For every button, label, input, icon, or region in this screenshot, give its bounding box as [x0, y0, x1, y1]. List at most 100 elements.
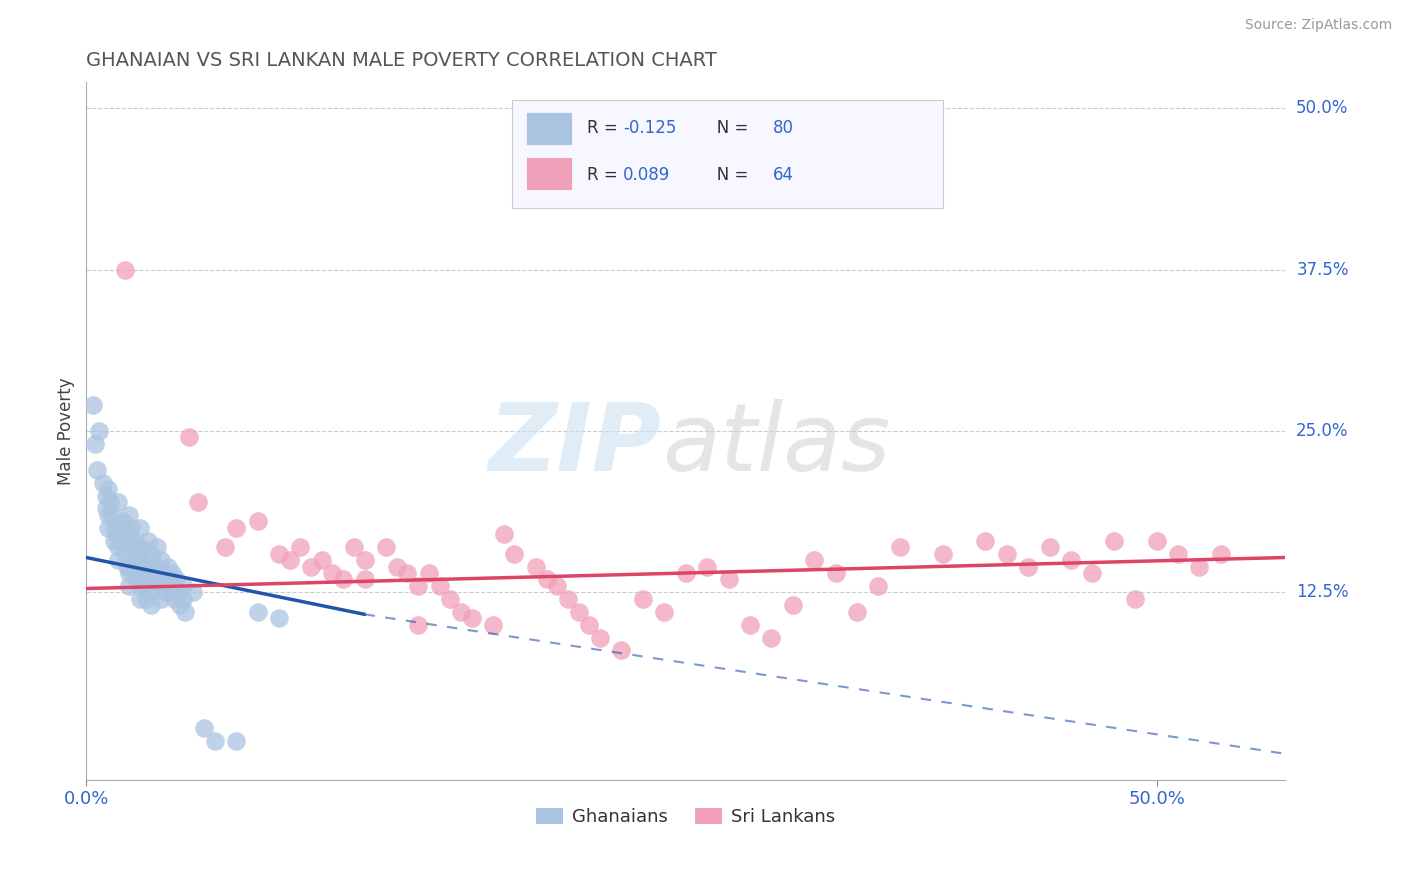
Point — [114, 527, 136, 541]
Text: 37.5%: 37.5% — [1296, 260, 1348, 278]
FancyBboxPatch shape — [526, 157, 572, 190]
Point — [568, 605, 591, 619]
Point — [406, 579, 429, 593]
Point — [139, 585, 162, 599]
Point — [120, 521, 142, 535]
Point — [1060, 553, 1083, 567]
Point — [103, 533, 125, 548]
Point — [246, 605, 269, 619]
Point — [124, 547, 146, 561]
Point — [278, 553, 301, 567]
Point — [225, 734, 247, 748]
Point — [148, 573, 170, 587]
Point — [159, 585, 181, 599]
Point — [1039, 540, 1062, 554]
Point — [127, 540, 149, 554]
Point — [103, 521, 125, 535]
Point — [139, 559, 162, 574]
Point — [110, 533, 132, 548]
Point — [114, 262, 136, 277]
Point — [717, 573, 740, 587]
Point — [107, 521, 129, 535]
Point — [332, 573, 354, 587]
Point — [931, 547, 953, 561]
Point — [343, 540, 366, 554]
Text: 50.0%: 50.0% — [1296, 99, 1348, 117]
Point — [118, 508, 141, 522]
Y-axis label: Male Poverty: Male Poverty — [58, 377, 75, 484]
Point — [524, 559, 547, 574]
Point — [578, 617, 600, 632]
Point — [589, 631, 612, 645]
Point — [131, 559, 153, 574]
Point — [97, 508, 120, 522]
Point — [139, 599, 162, 613]
Point — [450, 605, 472, 619]
Point — [97, 482, 120, 496]
Point — [418, 566, 440, 580]
Text: 80: 80 — [773, 119, 794, 136]
Point — [1102, 533, 1125, 548]
Point — [105, 527, 128, 541]
Point — [155, 585, 177, 599]
Point — [214, 540, 236, 554]
Point — [115, 559, 138, 574]
Text: GHANAIAN VS SRI LANKAN MALE POVERTY CORRELATION CHART: GHANAIAN VS SRI LANKAN MALE POVERTY CORR… — [86, 51, 717, 70]
Point — [89, 424, 111, 438]
Point — [1081, 566, 1104, 580]
Point — [631, 591, 654, 606]
Point — [1209, 547, 1232, 561]
Point — [138, 533, 160, 548]
Point — [150, 566, 173, 580]
Point — [124, 573, 146, 587]
Point — [128, 579, 150, 593]
Point — [114, 547, 136, 561]
Point — [101, 508, 124, 522]
Point — [396, 566, 419, 580]
Point — [118, 579, 141, 593]
Point — [160, 566, 183, 580]
Point — [135, 553, 157, 567]
FancyBboxPatch shape — [526, 112, 572, 145]
Point — [321, 566, 343, 580]
Point — [165, 573, 187, 587]
Point — [536, 573, 558, 587]
Point — [97, 521, 120, 535]
Point — [385, 559, 408, 574]
Point — [429, 579, 451, 593]
Point — [93, 475, 115, 490]
Point — [177, 430, 200, 444]
Legend: Ghanaians, Sri Lankans: Ghanaians, Sri Lankans — [529, 801, 842, 833]
Point — [135, 579, 157, 593]
Point — [86, 463, 108, 477]
Point — [761, 631, 783, 645]
Text: Source: ZipAtlas.com: Source: ZipAtlas.com — [1244, 18, 1392, 32]
Point — [156, 573, 179, 587]
Point — [132, 573, 155, 587]
Text: N =: N = — [702, 166, 754, 184]
Text: 25.0%: 25.0% — [1296, 422, 1348, 440]
Point — [460, 611, 482, 625]
Point — [128, 566, 150, 580]
Point — [150, 591, 173, 606]
Point — [824, 566, 846, 580]
Text: -0.125: -0.125 — [623, 119, 676, 136]
Point — [299, 559, 322, 574]
Point — [135, 591, 157, 606]
Point — [353, 573, 375, 587]
Point — [128, 521, 150, 535]
Point — [974, 533, 997, 548]
Point — [675, 566, 697, 580]
Point — [482, 617, 505, 632]
Point — [1188, 559, 1211, 574]
Point — [406, 617, 429, 632]
Text: atlas: atlas — [662, 400, 890, 491]
Point — [122, 533, 145, 548]
Point — [738, 617, 761, 632]
Text: 0.089: 0.089 — [623, 166, 671, 184]
Point — [267, 547, 290, 561]
Point — [98, 495, 121, 509]
Point — [845, 605, 868, 619]
Point — [267, 611, 290, 625]
Point — [868, 579, 890, 593]
